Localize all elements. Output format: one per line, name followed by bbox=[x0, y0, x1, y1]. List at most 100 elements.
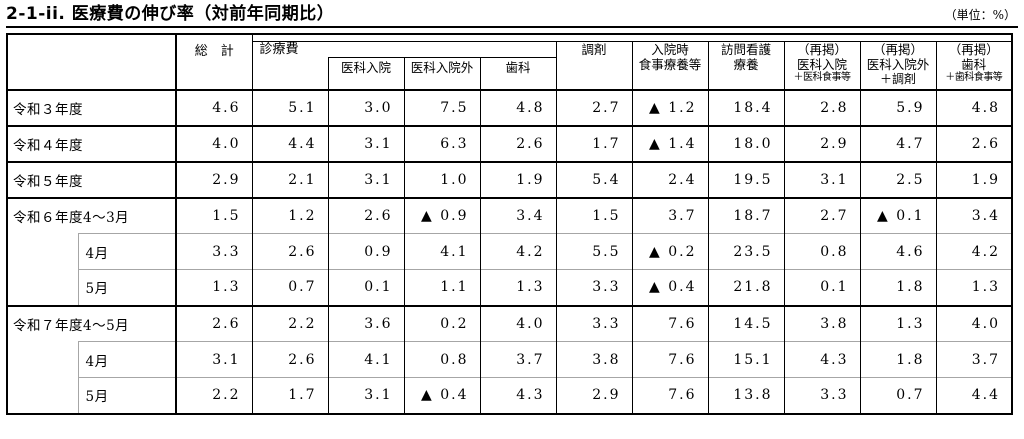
value-cell: 1.0 bbox=[403, 160, 481, 198]
value-cell: 3.7 bbox=[935, 341, 1013, 378]
header-homon-line1: 訪問看護 bbox=[720, 41, 771, 57]
page-title: 2-1-ii. 医療費の伸び率（対前年同期比） bbox=[6, 4, 335, 24]
value-cell: 7.5 bbox=[403, 88, 481, 126]
value-cell: 2.9 bbox=[175, 160, 253, 198]
header-nyuinji-line2: 食事療養等 bbox=[638, 56, 702, 72]
value-cell: 7.6 bbox=[631, 341, 709, 378]
value-cell: 1.2 bbox=[251, 196, 329, 234]
value-cell: 0.8 bbox=[403, 341, 481, 378]
value-cell: 21.8 bbox=[707, 269, 785, 306]
row-label: 令和５年度 bbox=[6, 160, 177, 198]
value-cell: 3.7 bbox=[479, 341, 557, 378]
value-cell: 3.6 bbox=[327, 304, 405, 342]
header-saikei2-line2: 医科入院外 bbox=[866, 56, 930, 72]
value-cell: 0.7 bbox=[251, 269, 329, 306]
value-cell: 4.1 bbox=[403, 233, 481, 270]
table-row-r3: 令和３年度 4.6 5.1 3.0 7.5 4.8 2.7 ▲ 1.2 18.4… bbox=[6, 88, 1013, 126]
value-cell: 7.6 bbox=[631, 377, 709, 414]
value-cell: 3.3 bbox=[175, 233, 253, 270]
value-cell: 3.8 bbox=[555, 341, 633, 378]
header-homon-line2: 療養 bbox=[733, 56, 759, 72]
header-ika-nyuingai: 医科入院外 bbox=[403, 57, 481, 91]
value-cell: 2.6 bbox=[175, 304, 253, 342]
value-cell: 1.3 bbox=[175, 269, 253, 306]
row-label: 5月 bbox=[77, 269, 177, 306]
table-row-r4: 令和４年度 4.0 4.4 3.1 6.3 2.6 1.7 ▲ 1.4 18.0… bbox=[6, 124, 1013, 162]
header-shika: 歯科 bbox=[479, 57, 557, 91]
row-label: 5月 bbox=[77, 377, 177, 414]
value-cell: 2.6 bbox=[327, 196, 405, 234]
value-cell: 18.7 bbox=[707, 196, 785, 234]
row-label: 令和７年度4〜5月 bbox=[6, 304, 177, 342]
value-cell: 5.4 bbox=[555, 160, 633, 198]
value-cell: 23.5 bbox=[707, 233, 785, 270]
value-cell: 2.8 bbox=[783, 88, 861, 126]
value-cell: 3.3 bbox=[555, 269, 633, 306]
value-cell: 2.1 bbox=[251, 160, 329, 198]
value-cell: 1.3 bbox=[479, 269, 557, 306]
value-cell: 1.5 bbox=[555, 196, 633, 234]
header-total: 総 計 bbox=[175, 33, 253, 91]
value-cell: 4.6 bbox=[859, 233, 937, 270]
value-cell: 4.8 bbox=[479, 88, 557, 126]
value-cell: 3.7 bbox=[631, 196, 709, 234]
row-label: 令和６年度4〜3月 bbox=[6, 196, 177, 234]
value-cell: 15.1 bbox=[707, 341, 785, 378]
table-row-r5: 令和５年度 2.9 2.1 3.1 1.0 1.9 5.4 2.4 19.5 3… bbox=[6, 160, 1013, 198]
header-saikei2-line3: ＋調剤 bbox=[879, 72, 916, 87]
row-label: 令和３年度 bbox=[6, 88, 177, 126]
value-cell: 0.1 bbox=[327, 269, 405, 306]
value-cell: ▲ 0.4 bbox=[631, 269, 709, 306]
value-cell: 3.4 bbox=[479, 196, 557, 234]
indent-cell bbox=[6, 269, 79, 306]
value-cell: ▲ 1.4 bbox=[631, 124, 709, 162]
value-cell: 3.4 bbox=[935, 196, 1013, 234]
value-cell: 4.4 bbox=[251, 124, 329, 162]
table-body: 令和３年度 4.6 5.1 3.0 7.5 4.8 2.7 ▲ 1.2 18.4… bbox=[6, 88, 1013, 414]
value-cell: 2.5 bbox=[859, 160, 937, 198]
value-cell: 3.3 bbox=[555, 304, 633, 342]
value-cell: 2.2 bbox=[175, 377, 253, 414]
value-cell: ▲ 0.1 bbox=[859, 196, 937, 234]
value-cell: 4.3 bbox=[783, 341, 861, 378]
indent-cell bbox=[6, 233, 79, 270]
table-header: 総 計 診療費 調剤 入院時 食事療養等 訪問看護 療養 （再掲） 医科入院 ＋… bbox=[6, 33, 1013, 91]
value-cell: 2.7 bbox=[783, 196, 861, 234]
value-cell: 18.4 bbox=[707, 88, 785, 126]
value-cell: 4.0 bbox=[935, 304, 1013, 342]
header-top-strip bbox=[251, 33, 1013, 42]
value-cell: 4.1 bbox=[327, 341, 405, 378]
value-cell: 1.8 bbox=[859, 269, 937, 306]
value-cell: 5.9 bbox=[859, 88, 937, 126]
value-cell: 1.3 bbox=[935, 269, 1013, 306]
value-cell: 3.1 bbox=[327, 160, 405, 198]
table-row-r6-apr: 4月 3.3 2.6 0.9 4.1 4.2 5.5 ▲ 0.2 23.5 0.… bbox=[6, 233, 1013, 270]
value-cell: ▲ 0.2 bbox=[631, 233, 709, 270]
value-cell: 19.5 bbox=[707, 160, 785, 198]
unit-note: （単位：%） bbox=[944, 8, 1016, 23]
row-label: 4月 bbox=[77, 341, 177, 378]
indent-cell bbox=[6, 377, 79, 414]
table-row-r6-may: 5月 1.3 0.7 0.1 1.1 1.3 3.3 ▲ 0.4 21.8 0.… bbox=[6, 269, 1013, 306]
value-cell: 5.5 bbox=[555, 233, 633, 270]
header-saikei-ika-nyuin: （再掲） 医科入院 ＋医科食事等 bbox=[783, 40, 861, 91]
header-saikei-shika: （再掲） 歯科 ＋歯科食事等 bbox=[935, 40, 1013, 91]
value-cell: 2.9 bbox=[783, 124, 861, 162]
value-cell: 2.9 bbox=[555, 377, 633, 414]
value-cell: 0.8 bbox=[783, 233, 861, 270]
value-cell: 3.0 bbox=[327, 88, 405, 126]
value-cell: 18.0 bbox=[707, 124, 785, 162]
header-homon-kango: 訪問看護 療養 bbox=[707, 40, 785, 91]
table-row-r6: 令和６年度4〜3月 1.5 1.2 2.6 ▲ 0.9 3.4 1.5 3.7 … bbox=[6, 196, 1013, 234]
header-ika-nyuin: 医科入院 bbox=[327, 57, 405, 91]
header-saikei3-line3: ＋歯科食事等 bbox=[945, 72, 1003, 84]
value-cell: ▲ 0.9 bbox=[403, 196, 481, 234]
header-saikei1-line2: 医科入院 bbox=[796, 56, 847, 72]
header-row-sub: 医科入院 医科入院外 歯科 bbox=[7, 57, 1012, 91]
value-cell: 2.6 bbox=[935, 124, 1013, 162]
value-cell: 0.7 bbox=[859, 377, 937, 414]
header-saikei3-line2: 歯科 bbox=[961, 56, 987, 72]
value-cell: 2.4 bbox=[631, 160, 709, 198]
header-chozai: 調剤 bbox=[555, 40, 633, 91]
header-row-groups: 診療費 調剤 入院時 食事療養等 訪問看護 療養 （再掲） 医科入院 ＋医科食事… bbox=[7, 40, 1013, 91]
